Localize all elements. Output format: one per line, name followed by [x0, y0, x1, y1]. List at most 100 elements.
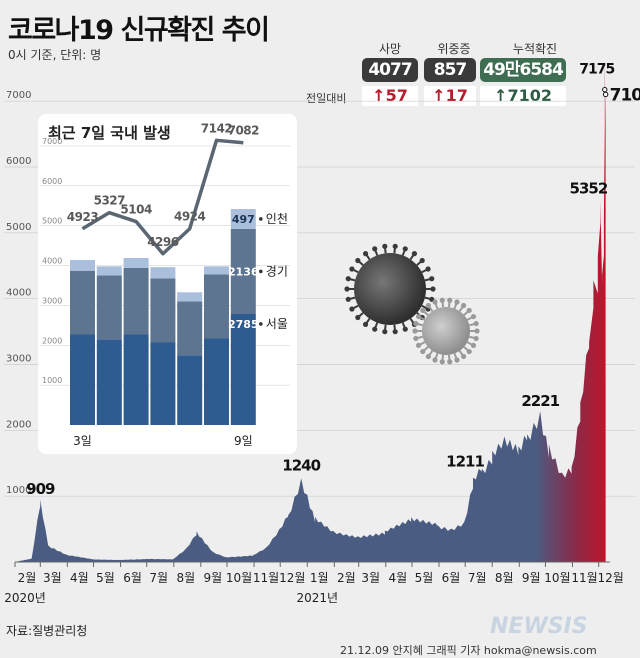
inset-y-tick-label: 7000: [42, 137, 62, 146]
annotation-label: 909: [26, 480, 55, 498]
virus-spike-tip: [447, 297, 453, 303]
inset-bars: [70, 209, 256, 425]
main-y-ticks: 1000 2000 3000 4000 5000 6000 7000: [6, 90, 31, 496]
inset-bar: [96, 266, 122, 276]
virus-spike-tip: [430, 286, 436, 292]
x-tick-label: 10월: [226, 571, 252, 585]
x-tick-label: 7월: [468, 571, 487, 585]
inset-y-tick-label: 6000: [42, 177, 62, 186]
inset-bar: [150, 342, 176, 425]
virus-spike-tip: [454, 357, 460, 363]
inset-legend-label: 인천: [266, 211, 288, 226]
virus-spike-tip: [470, 342, 477, 349]
inset-bar: [123, 334, 149, 425]
cumulative-label: 누적확진: [512, 42, 558, 56]
x-tick-label: 11월: [253, 571, 279, 585]
x-tick-label: 3월: [361, 571, 380, 585]
virus-spike-tip: [420, 307, 426, 314]
death-value: 4077: [362, 58, 418, 82]
inset-y-tick-label: 2000: [42, 336, 62, 345]
inset-bar: [96, 339, 122, 425]
x-tick-label: 2월: [18, 571, 37, 585]
virus-spike-tip: [411, 251, 418, 257]
x-tick-label: 11월: [571, 571, 597, 585]
critical-label: 위중증: [437, 42, 471, 56]
y-tick-label: 7000: [6, 90, 31, 101]
annotation-label: 1240: [282, 456, 320, 474]
inset-bar: [70, 270, 95, 335]
x-tick-label: 8월: [176, 571, 195, 585]
inset-line-label: 7082: [228, 124, 260, 138]
virus-spike-tip: [461, 302, 467, 309]
inset-title: 최근 7일 국내 발생: [48, 124, 171, 142]
inset-line-label: 7142: [201, 121, 233, 135]
x-tick-label: 6월: [442, 571, 461, 585]
annotation-label: 7175: [579, 62, 614, 78]
inset-bar: [230, 228, 256, 314]
diff-label: 전일대비: [306, 92, 347, 105]
inset-y-ticks: 1000 2000 3000 4000 5000 6000 7000: [42, 137, 62, 385]
inset-bar: [230, 313, 256, 425]
x-tick-label: 7월: [149, 571, 168, 585]
inset-line-label: 5104: [120, 203, 152, 217]
virus-illustration: [344, 243, 480, 365]
inset-legend: 497 인천 2136 경기 2785 서울: [228, 211, 288, 331]
y-tick-label: 6000: [6, 156, 31, 167]
virus-spike-tip: [402, 246, 408, 252]
virus-spike-tip: [345, 296, 351, 302]
inset-bar: [177, 301, 203, 356]
virus-spike-tip: [473, 320, 479, 327]
virus-spike-tip: [420, 348, 426, 355]
y-tick-label: 5000: [6, 222, 31, 233]
virus-spike-tip: [372, 246, 378, 252]
inset-bar: [177, 355, 203, 425]
virus-body: [354, 253, 426, 325]
virus-spike-tip: [432, 357, 438, 363]
main-area-series: [15, 61, 606, 563]
virus-spike-tip: [413, 320, 419, 327]
virus-spike-tip: [474, 328, 480, 334]
virus-spike-tip: [415, 342, 422, 349]
virus-spike-tip: [425, 266, 431, 272]
virus-spike-tip: [470, 313, 477, 320]
inset-line-label: 4296: [147, 235, 179, 249]
source: 자료:질병관리청: [6, 624, 88, 638]
virus-spike-tip: [466, 307, 472, 314]
x-year-label: 2021년: [296, 591, 338, 605]
inset-stack-value: 2136: [228, 265, 259, 278]
cumulative-value: 49만6584: [480, 58, 566, 82]
inset-y-tick-label: 3000: [42, 296, 62, 305]
virus-small: [412, 297, 480, 365]
inset-legend-label: 서울: [266, 317, 288, 331]
virus-spike-tip: [392, 243, 398, 249]
virus-spike-tip: [362, 251, 369, 257]
x-tick-label: 9월: [522, 571, 541, 585]
virus-spike-tip: [344, 286, 350, 292]
x-tick-label: 2월: [337, 571, 356, 585]
virus-spike-tip: [447, 359, 453, 365]
virus-spike-tip: [429, 276, 435, 282]
y-tick-label: 4000: [6, 288, 31, 299]
inset-y-tick-label: 1000: [42, 376, 62, 385]
virus-spike-tip: [466, 348, 472, 355]
x-tick-label: 12월: [279, 571, 305, 585]
x-tick-label: 9월: [203, 571, 222, 585]
virus-spike-tip: [372, 326, 378, 332]
x-tick-label: 4월: [70, 571, 89, 585]
virus-body: [422, 307, 470, 355]
virus-spike-tip: [349, 306, 355, 312]
inset-chart: 최근 7일 국내 발생 1000 2000 3000 4000 5000 6000 7000…: [38, 114, 297, 454]
x-tick-label: 6월: [123, 571, 142, 585]
virus-spike-tip: [362, 321, 369, 327]
inset-bar: [230, 209, 256, 229]
y-tick-label: 2000: [6, 419, 31, 430]
annotation-label: 1211: [446, 452, 484, 470]
inset-bar: [70, 259, 95, 271]
inset-legend-dot: [259, 269, 263, 274]
y-tick-label: 1000: [6, 485, 31, 496]
x-tick-label: 1월: [310, 571, 329, 585]
inset-bar: [204, 274, 229, 339]
virus-spike-tip: [382, 243, 388, 249]
chart-title: 코로나19 신규확진 추이: [8, 15, 270, 46]
